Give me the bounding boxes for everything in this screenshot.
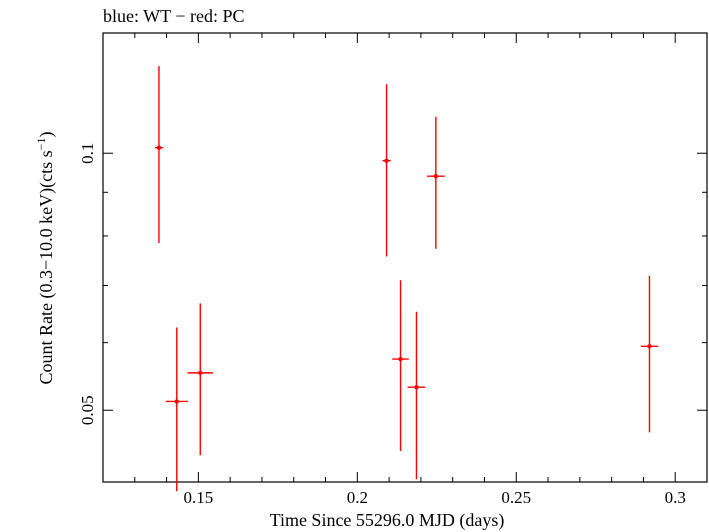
x-tick-label: 0.25: [501, 488, 531, 507]
point-marker: [156, 145, 162, 150]
y-tick-label: 0.1: [78, 143, 97, 164]
chart-title: blue: WT − red: PC: [103, 6, 244, 26]
data-point: [407, 311, 426, 480]
y-axis-label: Count Rate (0.3−10.0 keV)(cts s−1): [34, 132, 57, 385]
data-point: [165, 327, 188, 492]
data-point: [640, 276, 659, 433]
x-tick-label: 0.15: [183, 488, 213, 507]
x-tick-label: 0.2: [347, 488, 368, 507]
point-marker: [398, 356, 403, 362]
x-axis-label: Time Since 55296.0 MJD (days): [270, 510, 505, 531]
point-marker: [384, 158, 389, 163]
data-point: [187, 303, 213, 456]
data-point: [154, 66, 164, 243]
plot-frame: [102, 32, 708, 483]
point-marker: [198, 370, 203, 376]
y-axis-label-main: Count Rate (0.3−10.0 keV)(cts s: [36, 150, 57, 384]
y-axis-label-superscript: −1: [34, 138, 48, 151]
data-point: [392, 280, 409, 451]
axis-ticks: [103, 33, 707, 482]
point-marker: [174, 399, 179, 404]
data-point: [382, 84, 391, 257]
y-tick-label: 0.05: [78, 395, 97, 425]
point-marker: [647, 344, 652, 349]
y-axis-label-close: ): [36, 132, 57, 138]
data-point: [426, 116, 445, 249]
point-marker: [414, 385, 419, 390]
axis-tick-labels: 0.15 0.2 0.25 0.3 0.05 0.1: [78, 143, 686, 507]
data-points: [154, 66, 659, 492]
point-marker: [433, 173, 439, 179]
x-tick-label: 0.3: [665, 488, 686, 507]
